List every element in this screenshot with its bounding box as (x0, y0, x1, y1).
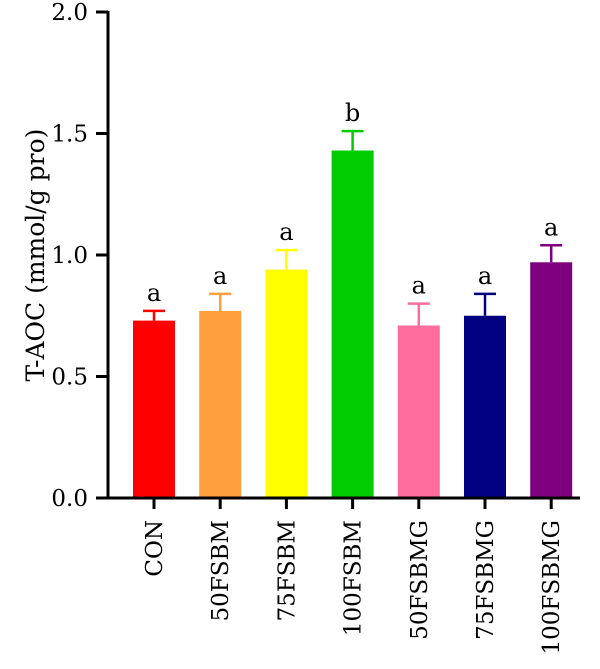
y-tick-label: 0.0 (51, 486, 88, 512)
y-axis: 0.0 0.5 1.0 1.5 2.0 (51, 0, 110, 512)
y-tick-label: 2.0 (51, 0, 88, 26)
bar-100fsbmg (530, 262, 573, 498)
x-axis: CON 50FSBM 75FSBM 100FSBM 50FSBMG 75FSBMG 100F… (106, 496, 580, 654)
y-tick-label: 1.5 (51, 122, 88, 148)
bar-75fsbm (265, 269, 308, 498)
x-tick-label: 100FSBM (341, 520, 367, 636)
y-tick-label: 0.5 (51, 365, 88, 391)
bar-100fsbm (331, 150, 374, 498)
significance-label: b (345, 99, 360, 127)
y-axis-label: T-AOC (mmol/g pro) (21, 129, 50, 382)
significance-label: a (544, 213, 558, 241)
x-tick-label: 50FSBMG (407, 520, 433, 640)
y-tick-label: 1.0 (51, 243, 88, 269)
significance-label: a (279, 218, 293, 246)
significance-label: a (478, 262, 492, 290)
x-tick-label: 100FSBMG (539, 520, 565, 654)
bar-75fsbmg (464, 315, 506, 498)
x-tick-label: CON (142, 520, 168, 577)
bar-con (133, 320, 175, 498)
x-tick-label: 75FSBM (274, 520, 300, 621)
significance-label: a (213, 262, 227, 290)
significance-label: a (147, 279, 161, 307)
bar-50fsbmg (397, 325, 440, 498)
significance-label: a (412, 272, 426, 300)
bar-50fsbm (199, 310, 242, 498)
x-tick-label: 75FSBMG (473, 520, 499, 640)
bars-group: a a a b a a a (133, 99, 573, 498)
x-tick-label: 50FSBM (208, 520, 234, 621)
